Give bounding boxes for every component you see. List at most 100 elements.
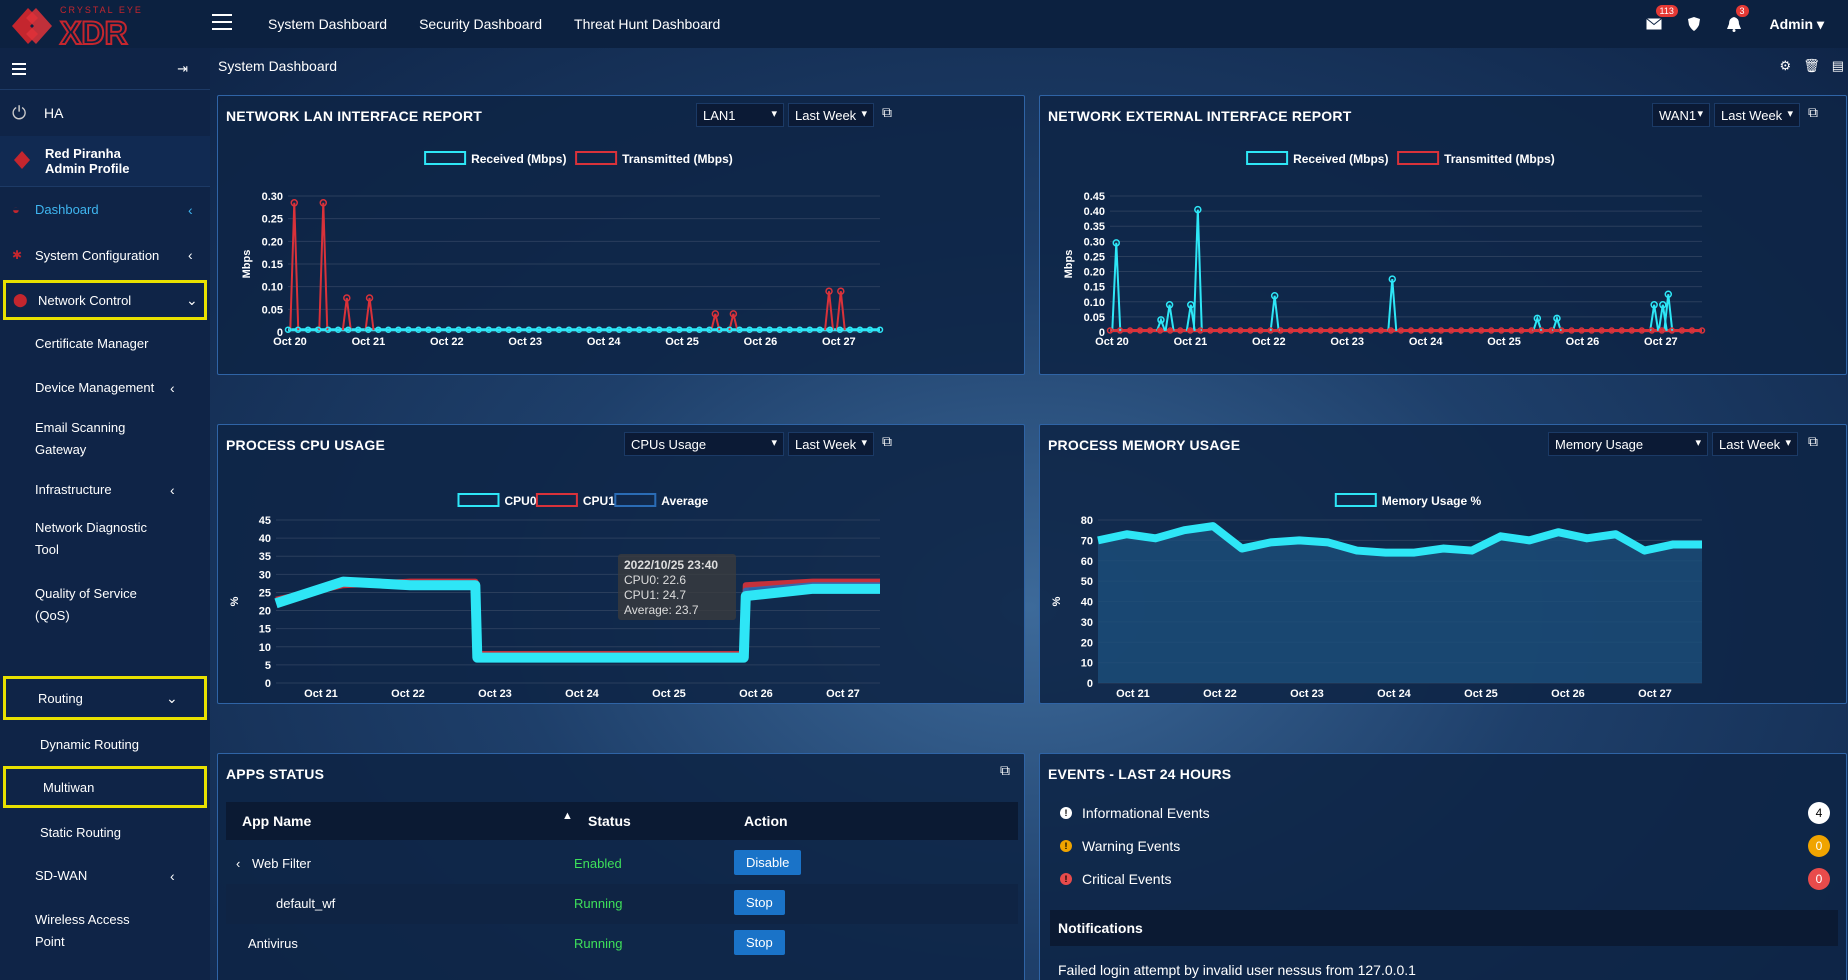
disable-button[interactable]: Disable: [734, 850, 802, 875]
event-row-critical[interactable]: ! Critical Events 0: [1060, 867, 1830, 891]
y-tick-label: 15: [259, 624, 271, 636]
wan-period-select[interactable]: Last Week: [1714, 103, 1800, 127]
legend-swatch: [535, 493, 578, 507]
x-tick-label: Oct 22: [391, 688, 425, 697]
data-point: [825, 287, 833, 295]
sort-asc-icon[interactable]: ▲: [562, 810, 573, 822]
spike-mark: [1269, 295, 1280, 331]
sidebar-item-certificate-manager[interactable]: Certificate Manager: [0, 322, 210, 366]
sidebar-menu-icon[interactable]: [12, 62, 26, 75]
stop-button[interactable]: Stop: [734, 890, 785, 915]
external-link-icon[interactable]: ⧉: [1000, 762, 1010, 778]
chevron-left-icon: ‹: [170, 868, 175, 884]
data-point: [686, 326, 693, 333]
sidebar-item-ha[interactable]: ⏻ HA: [0, 90, 210, 136]
y-axis-label: Mbps: [241, 250, 253, 279]
col-status[interactable]: Status: [588, 813, 631, 829]
nav-security-dashboard[interactable]: Security Dashboard: [419, 16, 543, 32]
data-point: [1608, 327, 1615, 334]
data-point: [729, 310, 738, 318]
memory-period-select[interactable]: Last Week: [1712, 432, 1798, 456]
events-panel: EVENTS - LAST 24 HOURS ! Informational E…: [1039, 753, 1847, 980]
menu-toggle-icon[interactable]: [212, 14, 232, 30]
settings-icon[interactable]: ⚙: [1779, 58, 1792, 73]
sidebar-item-label: Network Control: [38, 292, 132, 308]
external-link-icon[interactable]: ⧉: [882, 104, 892, 120]
shield-icon[interactable]: [1674, 0, 1714, 48]
data-point: [485, 326, 492, 333]
sidebar-item-routing[interactable]: Routing ⌄: [3, 676, 207, 720]
data-point: [343, 294, 351, 302]
cpu-select[interactable]: CPUs Usage: [624, 432, 784, 456]
sidebar-collapse-icon[interactable]: ⇥: [177, 60, 188, 76]
cpu-period-select[interactable]: Last Week: [788, 432, 874, 456]
data-point: [846, 326, 854, 333]
wan-interface-panel: NETWORK EXTERNAL INTERFACE REPORT WAN1 L…: [1039, 95, 1847, 375]
wan-interface-select[interactable]: WAN1: [1652, 103, 1710, 127]
sidebar-item-label: Infrastructure: [35, 482, 112, 497]
trash-icon[interactable]: 🗑: [1803, 58, 1820, 73]
data-point: [836, 326, 844, 333]
event-row-informational[interactable]: ! Informational Events 4: [1060, 801, 1830, 825]
sidebar-item-system-configuration[interactable]: ✱ System Configuration ‹: [0, 232, 210, 278]
y-tick-label: 0.05: [1084, 312, 1105, 324]
legend-swatch: [614, 493, 657, 507]
panel-title: EVENTS - LAST 24 HOURS: [1048, 766, 1232, 782]
data-point: [756, 326, 763, 333]
sidebar-item-qos[interactable]: Quality of Service (QoS): [0, 580, 210, 630]
sidebar-item-wireless-access-point[interactable]: Wireless Access Point: [0, 906, 210, 956]
data-point: [1678, 327, 1686, 334]
sidebar-item-label: Multiwan: [43, 779, 95, 795]
y-tick-label: 70: [1081, 535, 1093, 547]
user-name: Admin: [1769, 15, 1814, 32]
memory-select[interactable]: Memory Usage: [1548, 432, 1708, 456]
chevron-down-icon: ⌄: [166, 689, 178, 706]
brand-logo[interactable]: CRYSTAL EYE XDR: [8, 2, 178, 52]
spike-mark: [710, 313, 721, 331]
app-name: Antivirus: [248, 936, 298, 951]
chevron-left-icon: ‹: [170, 482, 175, 498]
sidebar-item-device-management[interactable]: Device Management ‹: [0, 366, 210, 410]
notification-item[interactable]: Failed login attempt by invalid user nes…: [1058, 962, 1416, 978]
sidebar-item-network-control[interactable]: ⬤ Network Control ⌄: [3, 280, 207, 320]
x-tick-label: Oct 22: [1252, 336, 1286, 348]
col-action[interactable]: Action: [744, 813, 788, 829]
lan-interface-select[interactable]: LAN1: [696, 103, 784, 127]
external-link-icon[interactable]: ⧉: [882, 433, 892, 449]
external-link-icon[interactable]: ⧉: [1808, 433, 1818, 449]
y-tick-label: 0.30: [262, 191, 283, 203]
expand-icon[interactable]: ‹: [236, 856, 241, 871]
data-point: [1668, 327, 1676, 334]
data-point: [1498, 327, 1505, 334]
legend-label: Memory Usage %: [1382, 494, 1482, 508]
sidebar-profile[interactable]: Red Piranha Admin Profile: [0, 136, 210, 186]
nav-system-dashboard[interactable]: System Dashboard: [268, 16, 388, 32]
data-point: [1553, 314, 1561, 323]
sidebar-item-infrastructure[interactable]: Infrastructure ‹: [0, 468, 210, 512]
event-row-warning[interactable]: ! Warning Events 0: [1060, 834, 1830, 858]
lan-period-select[interactable]: Last Week: [788, 103, 874, 127]
data-point: [796, 326, 803, 333]
sidebar-item-email-scanning-gateway[interactable]: Email Scanning Gateway: [0, 414, 210, 464]
data-point: [726, 326, 733, 333]
sidebar-item-sd-wan[interactable]: SD-WAN ‹: [0, 854, 210, 898]
book-icon[interactable]: ▤: [1831, 58, 1844, 73]
bell-icon[interactable]: 3: [1714, 0, 1754, 48]
series-line: [274, 576, 880, 663]
data-point: [1538, 327, 1545, 334]
sidebar-item-static-routing[interactable]: Static Routing: [0, 810, 210, 854]
sidebar-item-network-diagnostic-tool[interactable]: Network Diagnostic Tool: [0, 514, 210, 564]
user-menu[interactable]: Admin ▾: [1769, 15, 1824, 32]
x-tick-label: Oct 27: [826, 688, 860, 697]
data-point: [666, 326, 673, 333]
nav-threat-hunt-dashboard[interactable]: Threat Hunt Dashboard: [574, 16, 721, 32]
sidebar-item-dynamic-routing[interactable]: Dynamic Routing: [0, 722, 210, 766]
external-link-icon[interactable]: ⧉: [1808, 104, 1818, 120]
sidebar-item-dashboard[interactable]: ◒ Dashboard ‹: [0, 186, 210, 232]
sidebar-item-label: Quality of Service: [35, 586, 137, 601]
sidebar-item-multiwan[interactable]: Multiwan: [3, 766, 207, 808]
stop-button[interactable]: Stop: [734, 930, 785, 955]
mail-icon[interactable]: 113: [1634, 0, 1678, 48]
col-app-name[interactable]: App Name: [242, 813, 312, 829]
spike-mark: [1532, 315, 1543, 332]
